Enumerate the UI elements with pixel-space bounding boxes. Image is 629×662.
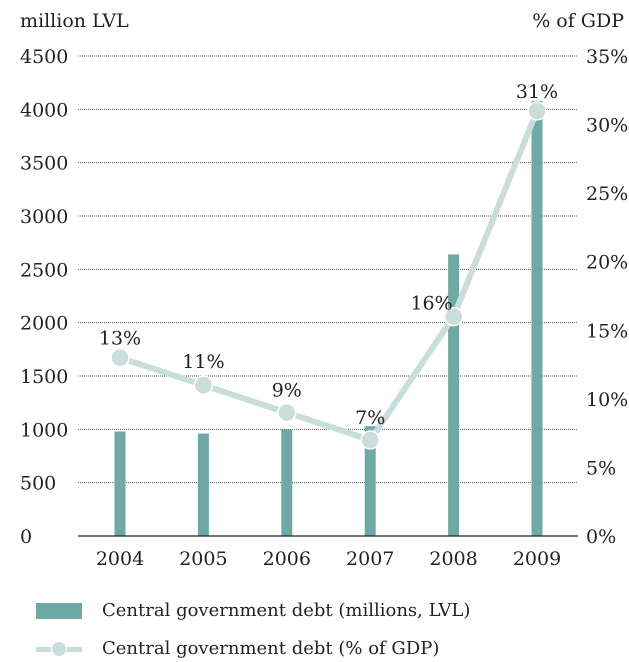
left-tick-label: 1000 <box>20 419 68 441</box>
left-tick-label: 0 <box>20 526 32 548</box>
gdp-data-label: 7% <box>355 407 385 429</box>
left-tick-label: 3500 <box>20 153 68 175</box>
debt-bar <box>448 254 460 536</box>
debt-bar <box>281 429 293 536</box>
right-axis-title: % of GDP <box>532 10 624 32</box>
x-tick-label: 2006 <box>263 548 311 570</box>
right-tick-label: 25% <box>586 183 628 205</box>
gdp-data-label: 31% <box>516 81 558 103</box>
debt-bar <box>531 100 543 537</box>
left-tick-label: 1500 <box>20 366 68 388</box>
left-axis-title: million LVL <box>20 10 129 32</box>
gdp-data-label: 9% <box>272 380 302 402</box>
gdp-point <box>527 101 547 121</box>
x-tick-label: 2007 <box>346 548 394 570</box>
debt-bar <box>364 426 376 536</box>
left-tick-label: 2000 <box>20 313 68 335</box>
debt-bar <box>197 433 209 536</box>
legend-line-label: Central government debt (% of GDP) <box>102 638 440 659</box>
gdp-point <box>443 306 464 327</box>
gdp-data-label: 11% <box>182 351 224 373</box>
gdp-point <box>110 347 130 368</box>
gdp-data-label: 16% <box>410 293 452 315</box>
gdp-point <box>193 375 214 395</box>
x-tick-label: 2004 <box>96 548 144 570</box>
x-tick-label: 2008 <box>429 548 477 570</box>
right-tick-label: 30% <box>586 115 628 137</box>
debt-chart: 0 500 1000 1500 2000 2500 3000 3500 4000 4500 0% 5%… <box>20 46 628 570</box>
right-tick-label: 5% <box>586 457 616 479</box>
right-tick-label: 15% <box>586 320 628 342</box>
legend-bar-swatch <box>36 603 82 619</box>
right-tick-label: 35% <box>586 46 628 68</box>
x-tick-label: 2009 <box>513 548 561 570</box>
gdp-data-label: 13% <box>99 328 141 350</box>
left-tick-label: 2500 <box>20 259 68 281</box>
gdp-point <box>277 402 297 423</box>
gdp-line <box>119 109 540 443</box>
legend-dot-swatch <box>51 641 67 657</box>
right-tick-label: 20% <box>586 252 628 274</box>
x-tick-label: 2005 <box>179 548 227 570</box>
right-tick-label: 10% <box>586 389 628 411</box>
left-tick-label: 4000 <box>20 99 68 121</box>
left-tick-label: 4500 <box>20 46 68 68</box>
left-tick-label: 3000 <box>20 206 68 228</box>
debt-bar <box>114 431 126 536</box>
legend-bar-label: Central government debt (millions, LVL) <box>102 600 471 621</box>
gdp-point <box>360 430 380 450</box>
left-tick-label: 500 <box>20 473 56 495</box>
right-tick-label: 0% <box>586 526 616 548</box>
